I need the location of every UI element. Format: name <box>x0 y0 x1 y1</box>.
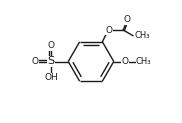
Text: CH₃: CH₃ <box>134 31 150 40</box>
Text: O: O <box>121 57 128 66</box>
Text: O: O <box>106 26 113 35</box>
Text: O: O <box>124 15 130 24</box>
Text: S: S <box>48 56 55 67</box>
Text: OH: OH <box>44 73 58 82</box>
Text: O: O <box>31 57 38 66</box>
Text: O: O <box>48 41 55 50</box>
Text: CH₃: CH₃ <box>136 57 151 66</box>
